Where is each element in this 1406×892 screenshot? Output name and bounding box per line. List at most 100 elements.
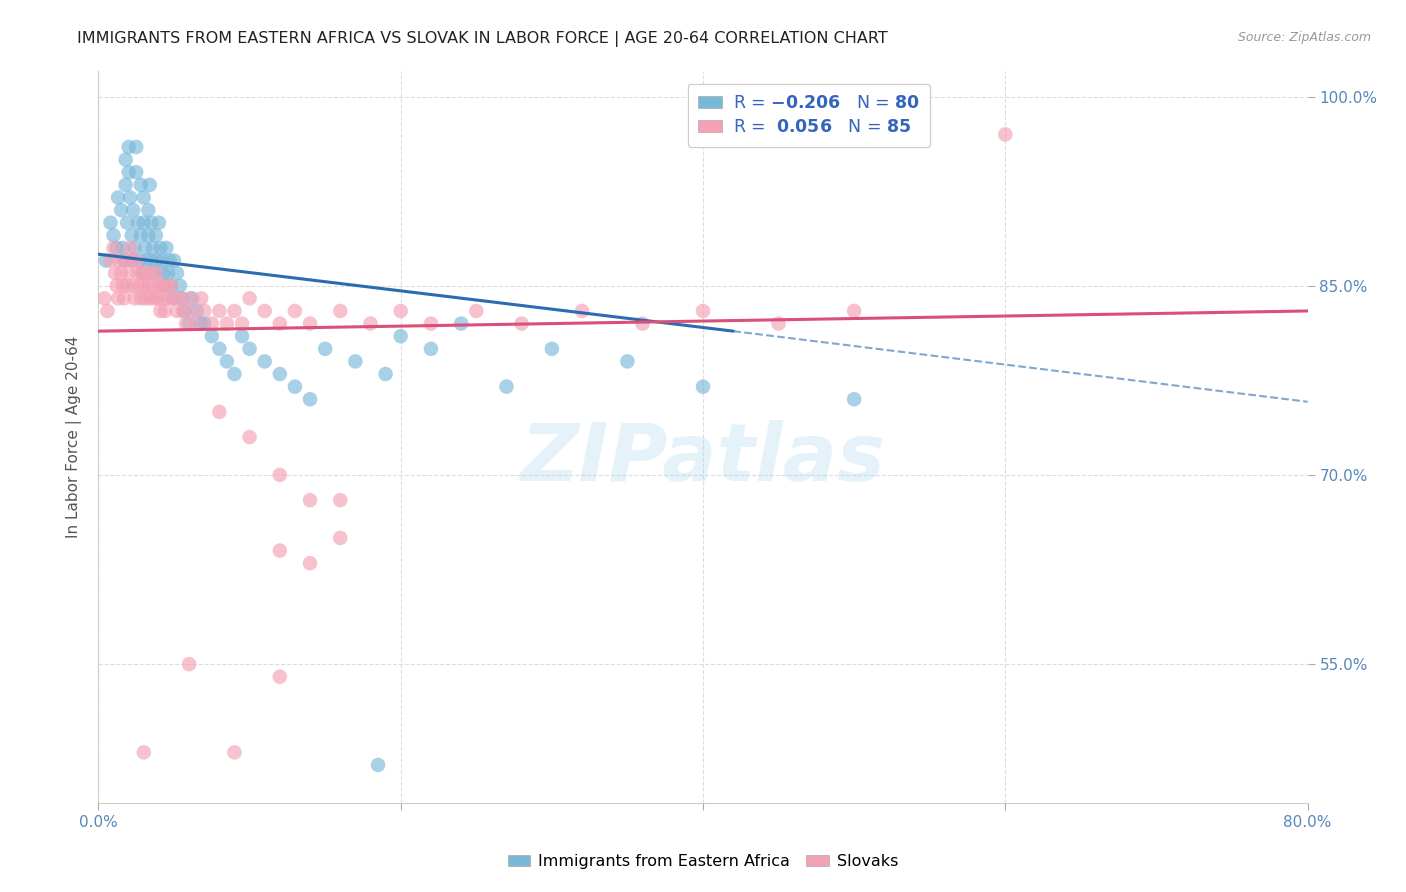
Point bbox=[149, 241, 172, 255]
Point bbox=[201, 317, 224, 331]
Point bbox=[215, 317, 238, 331]
Point bbox=[314, 342, 336, 356]
Point bbox=[186, 304, 208, 318]
Point bbox=[114, 178, 136, 192]
Point bbox=[329, 304, 352, 318]
Point bbox=[193, 304, 215, 318]
Point bbox=[239, 430, 262, 444]
Point bbox=[160, 278, 183, 293]
Legend: R = $\mathbf{-0.206}$   N = $\mathbf{80}$, R =  $\mathbf{0.056}$   N = $\mathbf{: R = $\mathbf{-0.206}$ N = $\mathbf{80}$,… bbox=[688, 84, 931, 146]
Point bbox=[131, 266, 153, 280]
Point bbox=[141, 253, 163, 268]
Point bbox=[253, 304, 276, 318]
Point bbox=[692, 379, 714, 393]
Point bbox=[132, 190, 155, 204]
Point bbox=[153, 278, 176, 293]
Text: IMMIGRANTS FROM EASTERN AFRICA VS SLOVAK IN LABOR FORCE | AGE 20-64 CORRELATION : IMMIGRANTS FROM EASTERN AFRICA VS SLOVAK… bbox=[77, 31, 889, 47]
Point bbox=[284, 379, 307, 393]
Point bbox=[269, 543, 291, 558]
Point bbox=[96, 304, 118, 318]
Point bbox=[201, 329, 224, 343]
Point bbox=[156, 291, 179, 305]
Point bbox=[118, 140, 141, 154]
Point bbox=[103, 228, 125, 243]
Point bbox=[134, 291, 156, 305]
Point bbox=[124, 241, 146, 255]
Point bbox=[121, 253, 143, 268]
Y-axis label: In Labor Force | Age 20-64: In Labor Force | Age 20-64 bbox=[66, 336, 82, 538]
Point bbox=[135, 253, 157, 268]
Point bbox=[134, 241, 156, 255]
Point bbox=[269, 467, 291, 482]
Point bbox=[112, 291, 135, 305]
Point bbox=[193, 317, 215, 331]
Point bbox=[179, 317, 201, 331]
Point bbox=[114, 153, 136, 167]
Point bbox=[389, 304, 412, 318]
Point bbox=[420, 317, 443, 331]
Point bbox=[190, 317, 212, 331]
Point bbox=[269, 670, 291, 684]
Point bbox=[224, 367, 246, 381]
Point bbox=[148, 216, 170, 230]
Point bbox=[224, 304, 246, 318]
Point bbox=[136, 228, 159, 243]
Point bbox=[844, 304, 866, 318]
Point bbox=[299, 493, 322, 508]
Point bbox=[153, 304, 176, 318]
Point bbox=[125, 140, 148, 154]
Point bbox=[170, 291, 193, 305]
Point bbox=[94, 253, 117, 268]
Point bbox=[299, 317, 322, 331]
Point bbox=[299, 392, 322, 407]
Point bbox=[152, 291, 174, 305]
Point bbox=[136, 278, 159, 293]
Point bbox=[145, 228, 167, 243]
Point bbox=[169, 291, 191, 305]
Point bbox=[118, 266, 141, 280]
Point bbox=[159, 253, 181, 268]
Point bbox=[129, 228, 152, 243]
Point bbox=[128, 253, 150, 268]
Point bbox=[128, 278, 150, 293]
Point bbox=[420, 342, 443, 356]
Point bbox=[692, 304, 714, 318]
Point bbox=[156, 266, 179, 280]
Point bbox=[450, 317, 472, 331]
Point bbox=[112, 253, 135, 268]
Text: Source: ZipAtlas.com: Source: ZipAtlas.com bbox=[1237, 31, 1371, 45]
Point bbox=[120, 190, 142, 204]
Point bbox=[143, 266, 166, 280]
Point bbox=[125, 253, 148, 268]
Point bbox=[104, 266, 127, 280]
Point bbox=[163, 253, 186, 268]
Point bbox=[163, 291, 186, 305]
Point bbox=[169, 278, 191, 293]
Point bbox=[132, 216, 155, 230]
Point bbox=[616, 354, 638, 368]
Point bbox=[224, 745, 246, 759]
Point bbox=[155, 278, 177, 293]
Point bbox=[994, 128, 1017, 142]
Point bbox=[141, 216, 163, 230]
Point bbox=[110, 266, 132, 280]
Point bbox=[132, 745, 155, 759]
Point bbox=[114, 253, 136, 268]
Point bbox=[121, 228, 143, 243]
Point bbox=[269, 367, 291, 381]
Point bbox=[129, 291, 152, 305]
Point bbox=[208, 304, 231, 318]
Point bbox=[329, 493, 352, 508]
Point bbox=[344, 354, 367, 368]
Text: ZIPatlas: ZIPatlas bbox=[520, 420, 886, 498]
Point bbox=[120, 241, 142, 255]
Point bbox=[107, 190, 129, 204]
Point bbox=[143, 291, 166, 305]
Point bbox=[269, 317, 291, 331]
Point bbox=[129, 178, 152, 192]
Point bbox=[179, 291, 201, 305]
Point bbox=[174, 317, 197, 331]
Point bbox=[146, 291, 169, 305]
Point bbox=[150, 253, 173, 268]
Point bbox=[179, 657, 201, 671]
